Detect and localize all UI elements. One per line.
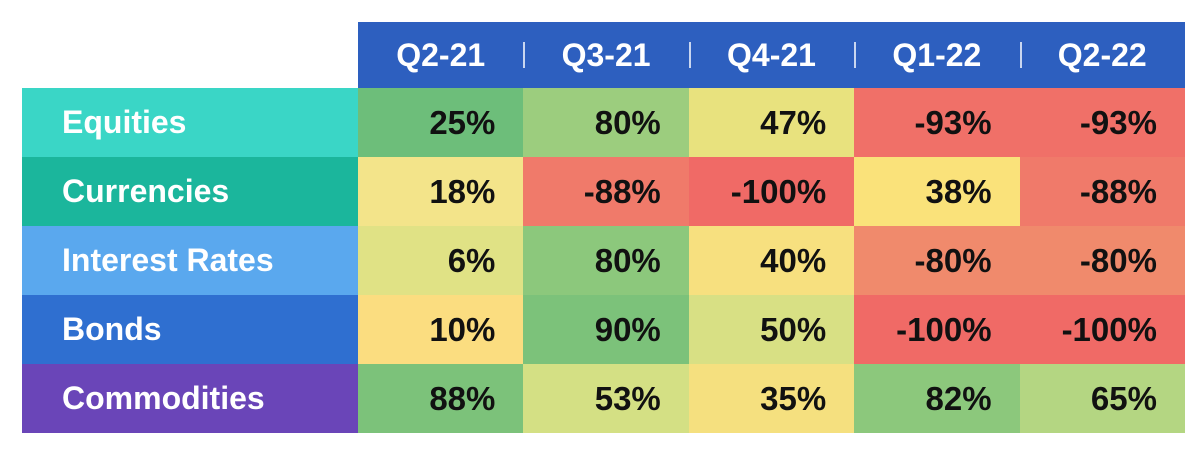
table-cell: 82%	[854, 364, 1020, 433]
table-cell: 50%	[688, 295, 855, 364]
table-cell: 88%	[358, 364, 524, 433]
table-cell: -100%	[854, 295, 1020, 364]
row-label: Currencies	[22, 157, 358, 226]
table-cell: -88%	[523, 157, 689, 226]
table-cell: 90%	[523, 295, 689, 364]
table-cell: -93%	[854, 88, 1020, 157]
table-cell: 80%	[523, 226, 689, 295]
table-cell: 35%	[688, 364, 855, 433]
table-cell: 47%	[688, 88, 855, 157]
table-cell: -88%	[1019, 157, 1185, 226]
table-cell: 25%	[358, 88, 524, 157]
table-cell: -100%	[688, 157, 855, 226]
table-cell: 10%	[358, 295, 524, 364]
column-header: Q2-21	[358, 22, 524, 88]
row-label: Interest Rates	[22, 226, 358, 295]
heatmap-table: Q2-21 Q3-21 Q4-21 Q1-22 Q2-22 Equities 25% 80% 4…	[22, 22, 1185, 433]
table-cell: -93%	[1019, 88, 1185, 157]
row-label: Equities	[22, 88, 358, 157]
table-cell: 18%	[358, 157, 524, 226]
column-header: Q3-21	[523, 22, 689, 88]
table-cell: 40%	[688, 226, 855, 295]
table-cell: -80%	[1019, 226, 1185, 295]
row-label: Commodities	[22, 364, 358, 433]
table-cell: -80%	[854, 226, 1020, 295]
column-header: Q4-21	[688, 22, 855, 88]
table-cell: 53%	[523, 364, 689, 433]
table-cell: -100%	[1019, 295, 1185, 364]
row-label: Bonds	[22, 295, 358, 364]
column-header: Q1-22	[854, 22, 1020, 88]
table-cell: 38%	[854, 157, 1020, 226]
column-header: Q2-22	[1019, 22, 1185, 88]
table-cell: 80%	[523, 88, 689, 157]
corner	[22, 22, 358, 88]
table-cell: 6%	[358, 226, 524, 295]
table-cell: 65%	[1019, 364, 1185, 433]
